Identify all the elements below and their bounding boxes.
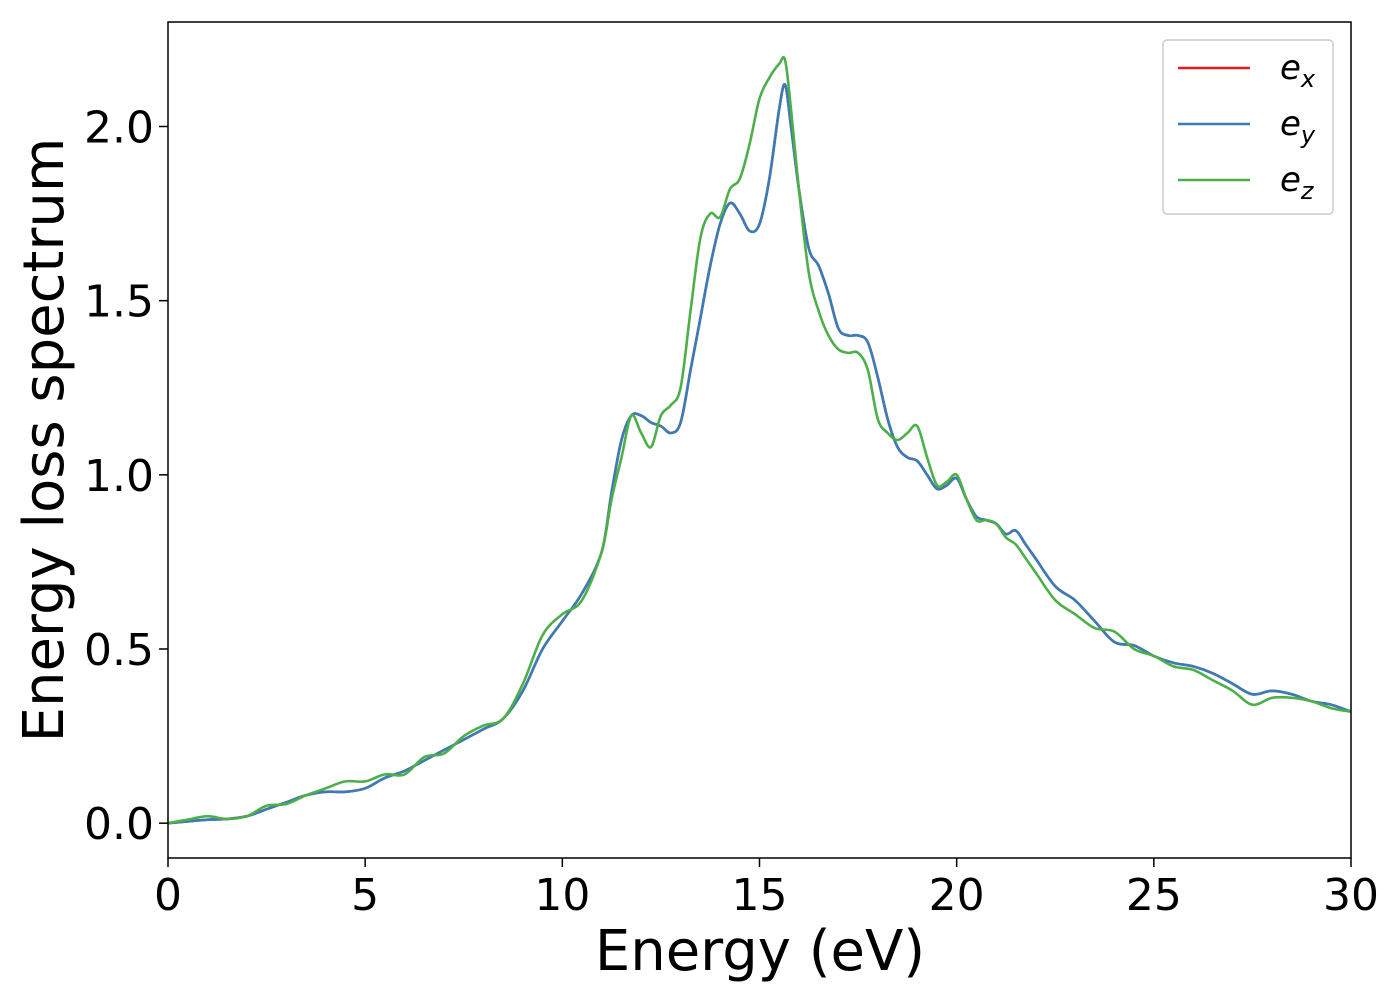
x-tick-label: 30 <box>1323 870 1379 921</box>
legend-label-y: ey <box>1280 104 1316 149</box>
legend-box <box>1162 39 1334 215</box>
y-tick-label: 0.0 <box>84 799 154 850</box>
x-tick-label: 15 <box>732 870 788 921</box>
legend-label-z: ez <box>1280 160 1315 205</box>
x-axis-title: Energy (eV) <box>595 919 925 984</box>
y-tick-label: 1.0 <box>84 451 154 502</box>
y-axis-ticks: 0.0 0.5 1.0 1.5 2.0 <box>84 103 168 850</box>
x-axis-ticks: 0 5 10 15 20 25 30 <box>154 858 1379 921</box>
legend-label-x: ex <box>1280 48 1316 93</box>
plot-lines <box>168 55 1351 825</box>
x-tick-label: 10 <box>534 870 590 921</box>
legend: ex ey ez <box>1162 39 1334 215</box>
series-line-z <box>168 55 1351 825</box>
y-tick-label: 0.5 <box>84 625 154 676</box>
y-tick-label: 2.0 <box>84 103 154 154</box>
x-tick-label: 20 <box>929 870 985 921</box>
y-axis-title: Energy loss spectrum <box>12 138 77 743</box>
series-line-y <box>168 82 1351 825</box>
y-tick-label: 1.5 <box>84 277 154 328</box>
x-tick-label: 25 <box>1126 870 1182 921</box>
x-tick-label: 0 <box>154 870 182 921</box>
x-tick-label: 5 <box>351 870 379 921</box>
